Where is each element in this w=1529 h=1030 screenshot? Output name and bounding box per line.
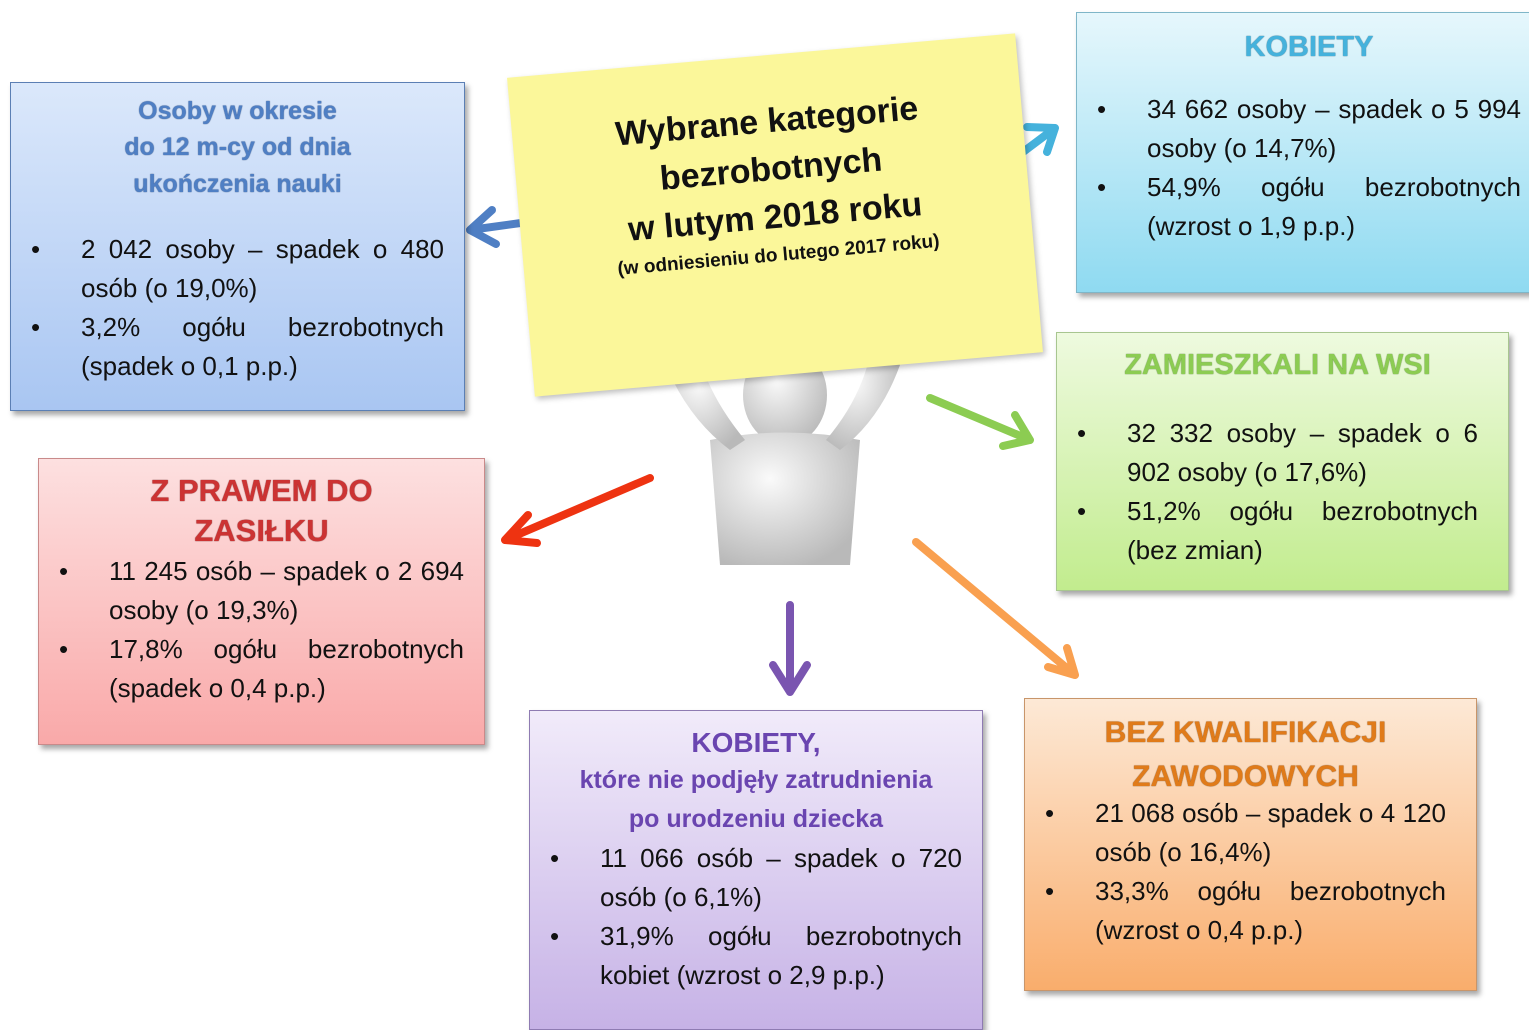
category-box: KOBIETY, które nie podjęły zatrudnienia po… <box>529 710 983 1030</box>
box-title: ZAMIESZKALI NA WSI <box>1077 345 1478 386</box>
category-box: Z PRAWEM DO ZASIŁKU11 245 osób – spadek o… <box>38 458 485 745</box>
arrow-blue <box>469 218 529 234</box>
box-title-line: BEZ KWALIFIKACJI <box>1104 716 1387 749</box>
box-item: 32 332 osoby – spadek o 6 902 osoby (o 1… <box>1077 414 1478 492</box>
category-box: ZAMIESZKALI NA WSI 32 332 osoby – spadek … <box>1056 332 1509 591</box>
center-sign: Wybrane kategorie bezrobotnych w lutym 201… <box>507 33 1043 397</box>
arrow-green <box>926 394 1034 450</box>
box-item: 3,2% ogółu bezrobotnych (spadek o 0,1 p.… <box>31 308 444 386</box>
box-title-line: Z PRAWEM DO <box>150 473 373 508</box>
box-item: 2 042 osoby – spadek o 480 osób (o 19,0%… <box>31 230 444 308</box>
box-title-line: ZAMIESZKALI NA WSI <box>1124 349 1431 381</box>
arrow-blue-head <box>466 206 500 248</box>
box-items: 21 068 osób – spadek o 4 120 osób (o 16,… <box>1045 794 1446 950</box>
box-title: Z PRAWEM DO ZASIŁKU <box>59 471 464 552</box>
box-title-line: KOBIETY, <box>691 727 821 758</box>
box-items: 11 245 osób – spadek o 2 694 osoby (o 19… <box>59 552 464 708</box>
box-item: 21 068 osób – spadek o 4 120 osób (o 16,… <box>1045 794 1446 872</box>
box-subtitle-line: które nie podjęły zatrudnienia <box>579 766 933 795</box>
box-title: KOBIETY, <box>550 725 962 761</box>
box-items: 32 332 osoby – spadek o 6 902 osoby (o 1… <box>1077 414 1478 570</box>
box-subtitle-line: po urodzeniu dziecka <box>628 805 884 834</box>
box-item: 54,9% ogółu bezrobotnych (wzrost o 1,9 p… <box>1097 168 1521 246</box>
box-items: 11 066 osób – spadek o 720 osób (o 6,1%)… <box>550 839 962 995</box>
box-title-line: Osoby w okresie <box>138 97 337 125</box>
box-title-line: KOBIETY <box>1244 31 1374 63</box>
box-title-line: do 12 m-cy od dnia <box>124 133 351 162</box>
box-title: Osoby w okresie do 12 m-cy od dnia ukończe… <box>31 93 444 202</box>
box-item: 33,3% ogółu bezrobotnych (wzrost o 0,4 p… <box>1045 872 1446 950</box>
box-items: 34 662 osoby – spadek o 5 994 osoby (o 1… <box>1097 90 1521 246</box>
box-title: KOBIETY <box>1097 27 1521 68</box>
box-title-line: ZAWODOWYCH <box>1132 759 1359 793</box>
category-box: KOBIETY 34 662 osoby – spadek o 5 994 oso… <box>1076 12 1529 293</box>
box-item: 11 066 osób – spadek o 720 osób (o 6,1%) <box>550 839 962 917</box>
box-title-line: ZASIŁKU <box>194 513 329 549</box>
box-item: 11 245 osób – spadek o 2 694 osoby (o 19… <box>59 552 464 630</box>
box-item: 51,2% ogółu bezrobotnych (bez zmian) <box>1077 492 1478 570</box>
box-item: 31,9% ogółu bezrobotnych kobiet (wzrost … <box>550 917 962 995</box>
box-title: BEZ KWALIFIKACJI ZAWODOWYCH <box>1045 711 1446 798</box>
box-item: 17,8% ogółu bezrobotnych (spadek o 0,4 p… <box>59 630 464 708</box>
arrow-red <box>501 474 654 547</box>
box-subtitle: które nie podjęły zatrudnienia po urodzen… <box>550 761 962 839</box>
box-items: 2 042 osoby – spadek o 480 osób (o 19,0%… <box>31 230 444 386</box>
box-title-line: ukończenia nauki <box>133 169 342 198</box>
category-box: BEZ KWALIFIKACJI ZAWODOWYCH21 068 osób – … <box>1024 698 1477 991</box>
arrow-orange <box>912 538 1079 679</box>
box-item: 34 662 osoby – spadek o 5 994 osoby (o 1… <box>1097 90 1521 168</box>
category-box: Osoby w okresie do 12 m-cy od dnia ukończe… <box>10 82 465 411</box>
arrow-purple <box>769 601 811 696</box>
